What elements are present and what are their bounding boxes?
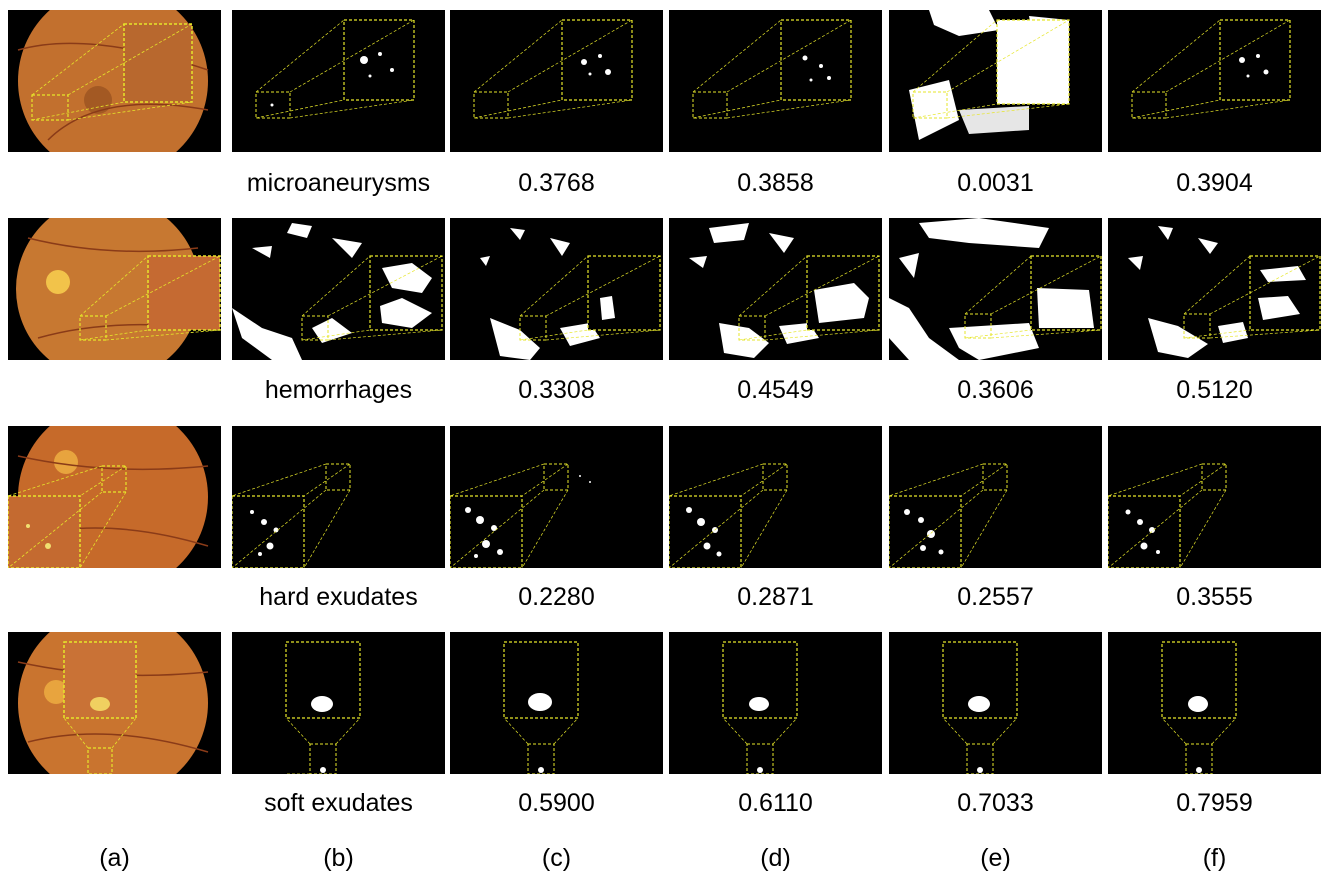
lesion-mask-e-soft-exudates: [889, 632, 1102, 774]
lesion-mask-c-hemorrhages: [450, 218, 663, 360]
column-label-b: (b): [323, 844, 354, 872]
lesion-mask-d-microaneurysms: [669, 10, 882, 152]
score-e: 0.3606: [957, 376, 1034, 404]
lesion-mask-e-hard-exudates: [889, 426, 1102, 568]
lesion-mask-e-microaneurysms: [889, 10, 1102, 152]
column-label-c: (c): [541, 844, 572, 872]
score-e: 0.2557: [957, 583, 1034, 611]
column-label-f: (f): [1202, 844, 1227, 872]
lesion-mask-f-soft-exudates: [1108, 632, 1321, 774]
lesion-mask-f-microaneurysms: [1108, 10, 1321, 152]
lesion-mask-f-hemorrhages: [1108, 218, 1321, 360]
score-d: 0.3858: [737, 169, 814, 197]
lesion-label: hemorrhages: [264, 376, 413, 404]
score-e: 0.0031: [957, 169, 1034, 197]
column-label-d: (d): [760, 844, 791, 872]
score-f: 0.7959: [1176, 789, 1253, 817]
score-f: 0.3555: [1176, 583, 1253, 611]
score-c: 0.3308: [518, 376, 595, 404]
score-f: 0.5120: [1176, 376, 1253, 404]
column-label-e: (e): [980, 844, 1011, 872]
lesion-mask-d-soft-exudates: [669, 632, 882, 774]
lesion-mask-b-microaneurysms: [232, 10, 445, 152]
score-c: 0.5900: [518, 789, 595, 817]
lesion-mask-b-hard-exudates: [232, 426, 445, 568]
score-c: 0.3768: [518, 169, 595, 197]
score-e: 0.7033: [957, 789, 1034, 817]
fundus-image-hemorrhages: [8, 218, 221, 360]
score-f: 0.3904: [1176, 169, 1253, 197]
fundus-image-soft-exudates: [8, 632, 221, 774]
lesion-mask-c-microaneurysms: [450, 10, 663, 152]
fundus-image-microaneurysms: [8, 10, 221, 152]
score-d: 0.6110: [738, 789, 813, 817]
lesion-mask-b-soft-exudates: [232, 632, 445, 774]
lesion-mask-e-hemorrhages: [889, 218, 1102, 360]
lesion-label: microaneurysms: [246, 169, 431, 197]
lesion-mask-d-hemorrhages: [669, 218, 882, 360]
score-d: 0.4549: [737, 376, 814, 404]
column-label-a: (a): [99, 844, 130, 872]
fundus-image-hard-exudates: [8, 426, 221, 568]
lesion-mask-c-soft-exudates: [450, 632, 663, 774]
score-d: 0.2871: [737, 583, 814, 611]
lesion-label: soft exudates: [264, 789, 413, 817]
lesion-mask-d-hard-exudates: [669, 426, 882, 568]
score-c: 0.2280: [518, 583, 595, 611]
lesion-mask-b-hemorrhages: [232, 218, 445, 360]
lesion-label: hard exudates: [259, 583, 418, 611]
lesion-mask-f-hard-exudates: [1108, 426, 1321, 568]
lesion-mask-c-hard-exudates: [450, 426, 663, 568]
